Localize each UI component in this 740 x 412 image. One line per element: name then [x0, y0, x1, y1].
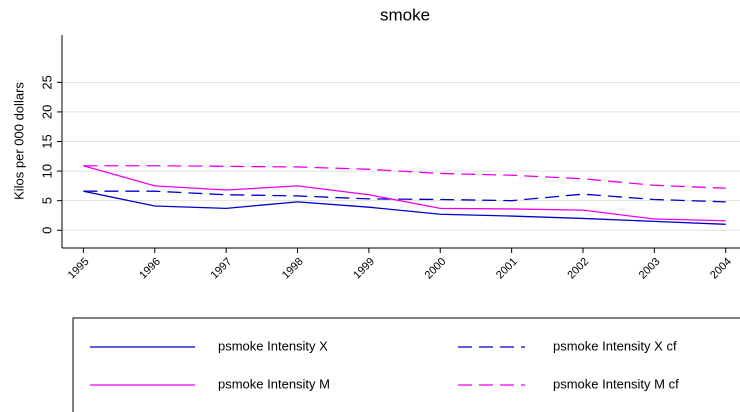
x-tick-label: 1997: [209, 256, 235, 282]
series-line: [83, 165, 726, 222]
y-tick-label: 10: [39, 164, 54, 178]
y-tick-label: 25: [39, 75, 54, 89]
y-tick-label: 15: [39, 134, 54, 148]
y-tick-label: 0: [39, 227, 54, 234]
x-tick-label: 1999: [351, 256, 377, 282]
series-line: [83, 165, 726, 189]
legend-label: psmoke Intensity X cf: [553, 338, 677, 353]
legend-label: psmoke Intensity M: [218, 376, 330, 391]
y-tick-label: 5: [39, 197, 54, 204]
x-tick-label: 1998: [280, 256, 306, 282]
x-tick-label: 2003: [637, 256, 663, 282]
chart-title: smoke: [380, 5, 430, 24]
legend-label: psmoke Intensity X: [218, 338, 328, 353]
series-line: [83, 190, 726, 225]
x-tick-label: 1996: [137, 256, 163, 282]
x-tick-label: 2000: [423, 256, 449, 282]
series-line: [83, 190, 726, 203]
x-tick-label: 2004: [708, 256, 734, 282]
y-axis-label: Kilos per 000 dollars: [11, 82, 26, 200]
x-tick-label: 2002: [565, 256, 591, 282]
legend-label: psmoke Intensity M cf: [553, 376, 679, 391]
x-tick-label: 2001: [494, 256, 520, 282]
y-tick-label: 20: [39, 105, 54, 119]
x-tick-label: 1995: [66, 256, 92, 282]
legend-box: [72, 317, 740, 412]
